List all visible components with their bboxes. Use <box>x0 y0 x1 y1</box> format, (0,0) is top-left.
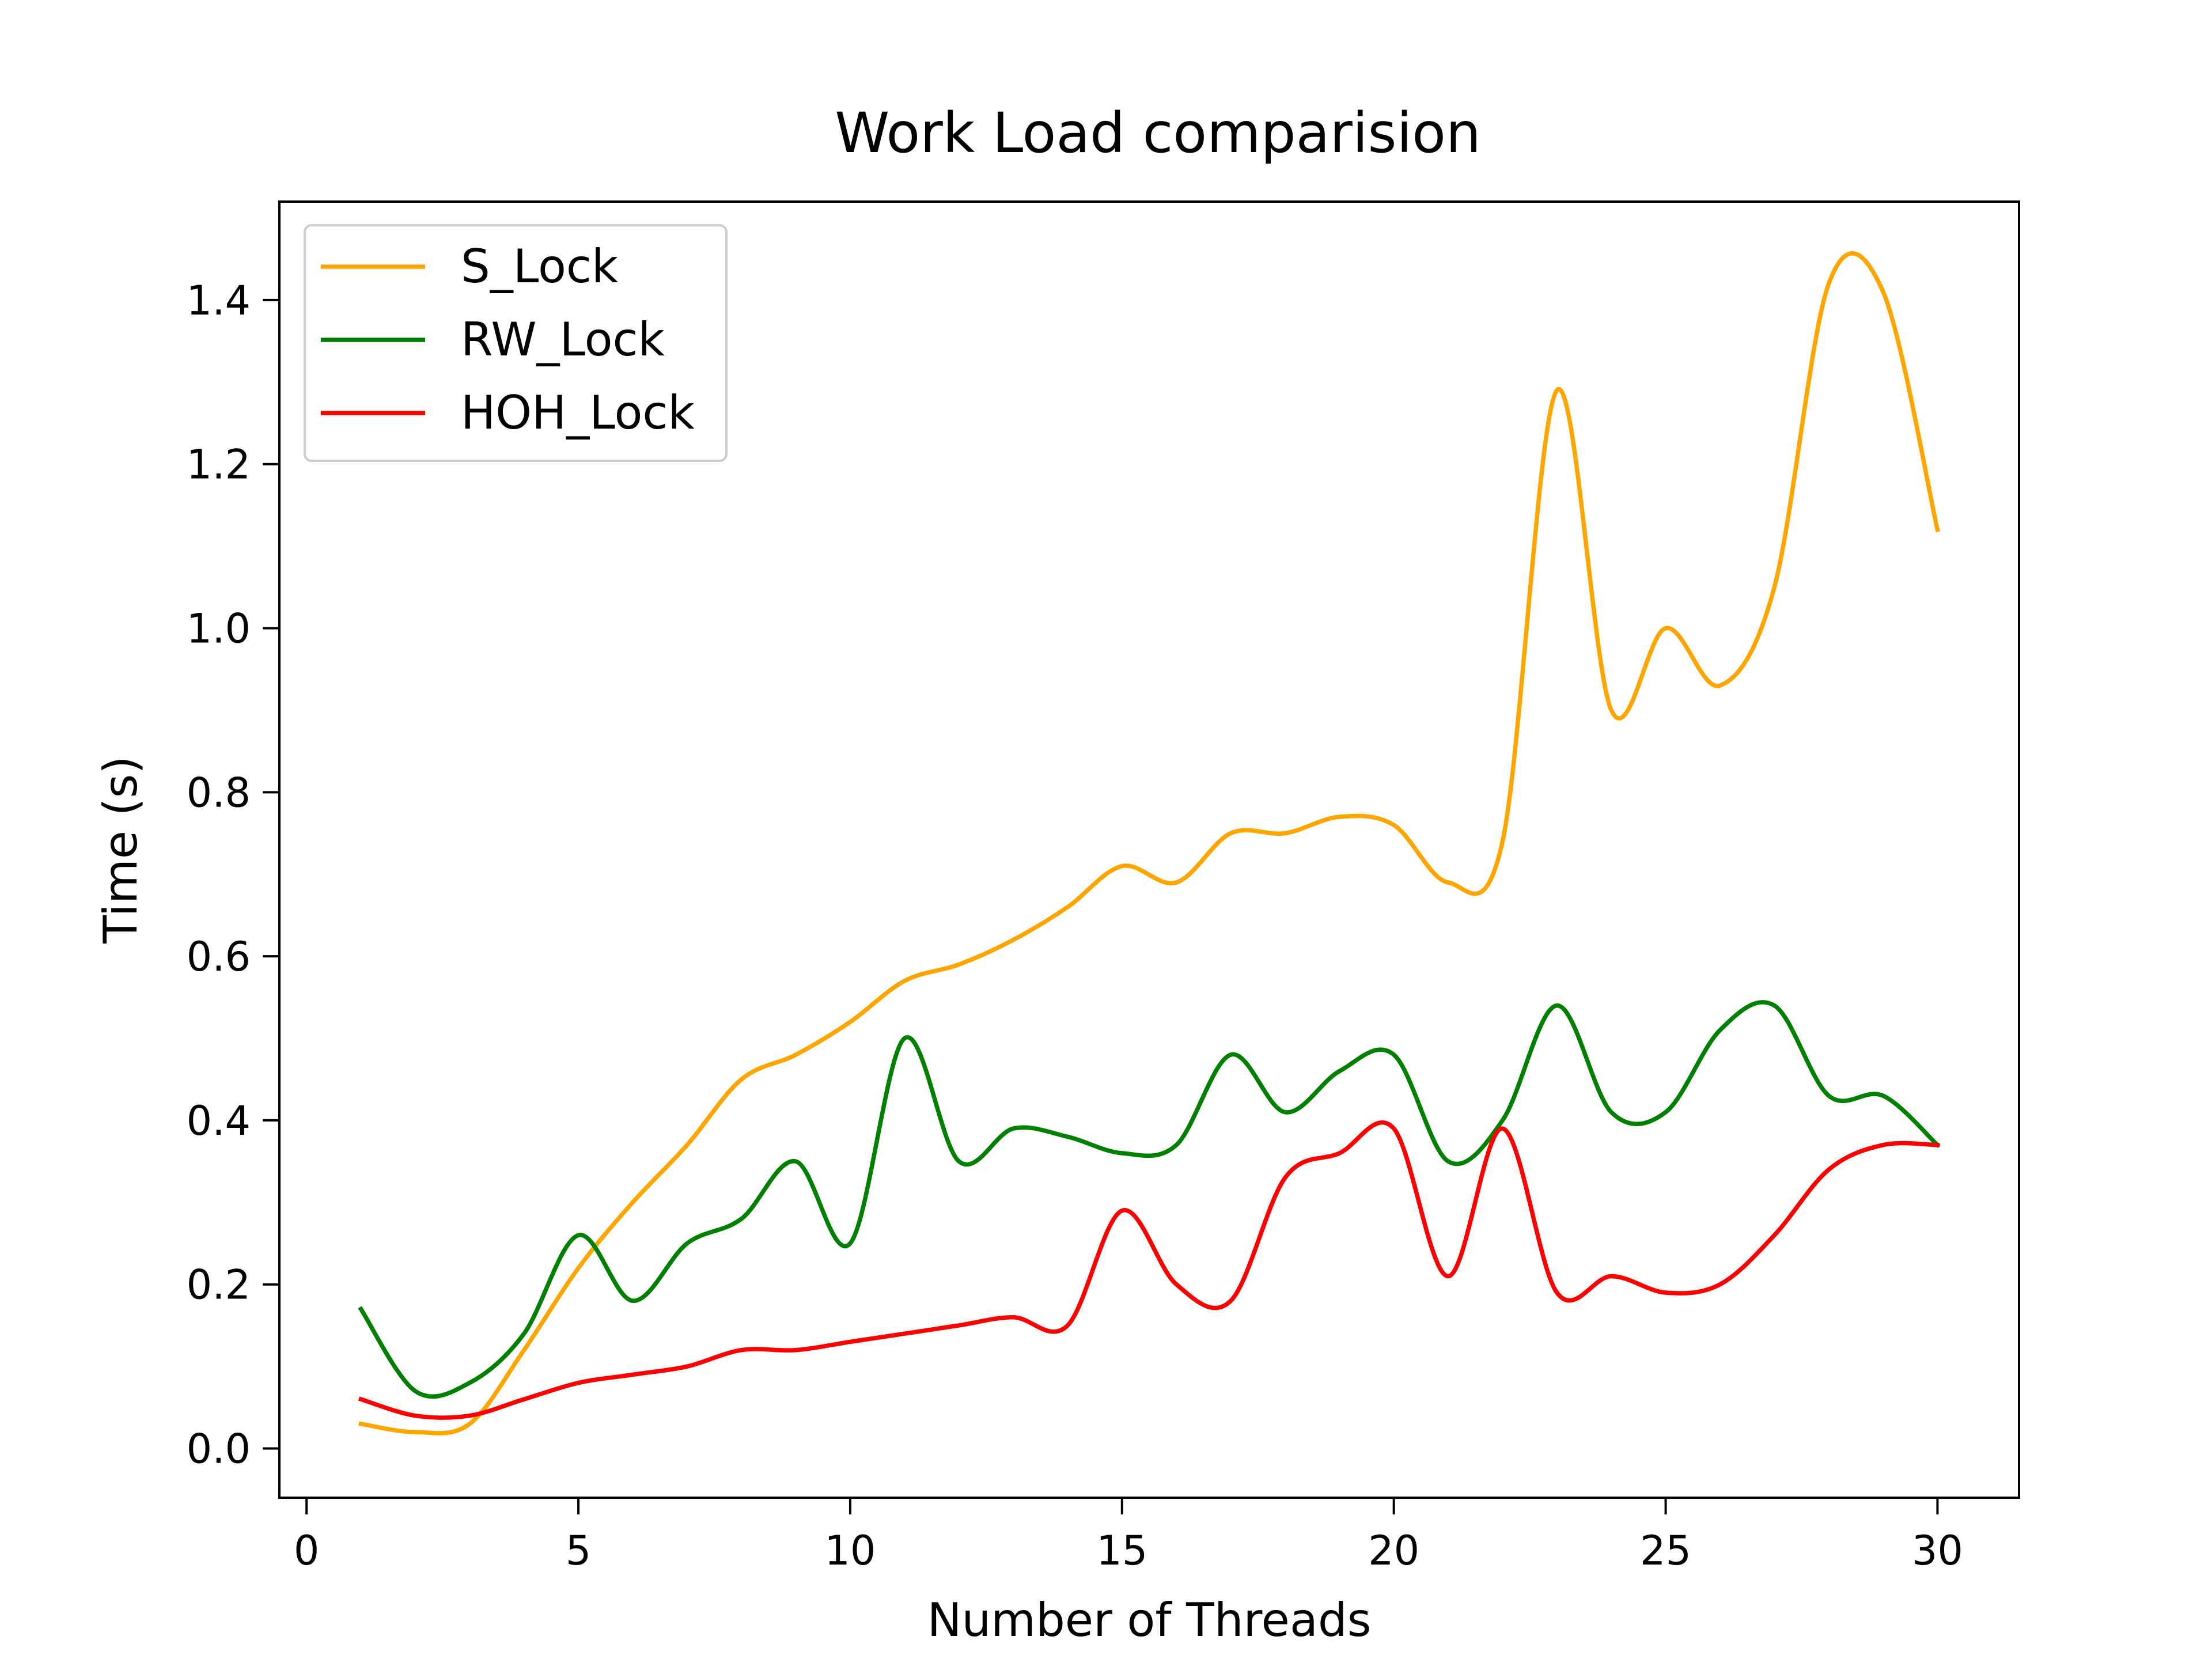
legend-label-s-lock: S_Lock <box>461 240 619 293</box>
chart-title: Work Load comparision <box>835 101 1481 165</box>
legend-box <box>304 224 728 462</box>
y-tick-label: 0.4 <box>187 1097 251 1145</box>
x-tick-label: 0 <box>294 1527 320 1574</box>
plot-frame <box>278 200 2020 1499</box>
y-tick-label: 0.2 <box>187 1262 251 1309</box>
x-axis-label: Number of Threads <box>927 1593 1372 1647</box>
legend: S_Lock RW_Lock HOH_Lock <box>304 224 728 462</box>
x-tick-label: 10 <box>824 1527 876 1574</box>
legend-label-hoh-lock: HOH_Lock <box>461 386 695 440</box>
x-tick-label: 30 <box>1912 1527 1963 1574</box>
x-tick-label: 15 <box>1096 1527 1147 1574</box>
x-tick-label: 5 <box>566 1527 592 1574</box>
plot-area <box>278 200 2020 1499</box>
y-tick-label: 0.0 <box>187 1426 251 1473</box>
x-tick-label: 20 <box>1368 1527 1419 1574</box>
y-axis: 0.0 0.2 0.4 0.6 0.8 1.0 1.2 1.4 <box>187 277 279 1473</box>
legend-label-rw-lock: RW_Lock <box>461 313 665 366</box>
y-tick-label: 1.4 <box>187 277 251 324</box>
x-tick-label: 25 <box>1640 1527 1691 1574</box>
series-line-rw-lock <box>358 1000 1941 1399</box>
series-layer <box>358 251 1941 1435</box>
series-line-hoh-lock <box>358 1120 1940 1420</box>
y-tick-label: 1.0 <box>187 605 251 653</box>
y-tick-label: 0.6 <box>187 933 251 980</box>
y-tick-label: 0.8 <box>187 769 251 816</box>
x-axis: 0 5 10 15 20 25 30 <box>294 1498 1963 1574</box>
y-tick-label: 1.2 <box>187 441 251 488</box>
series-line-s-lock <box>358 251 1940 1435</box>
y-axis-label: Time (s) <box>94 756 147 944</box>
